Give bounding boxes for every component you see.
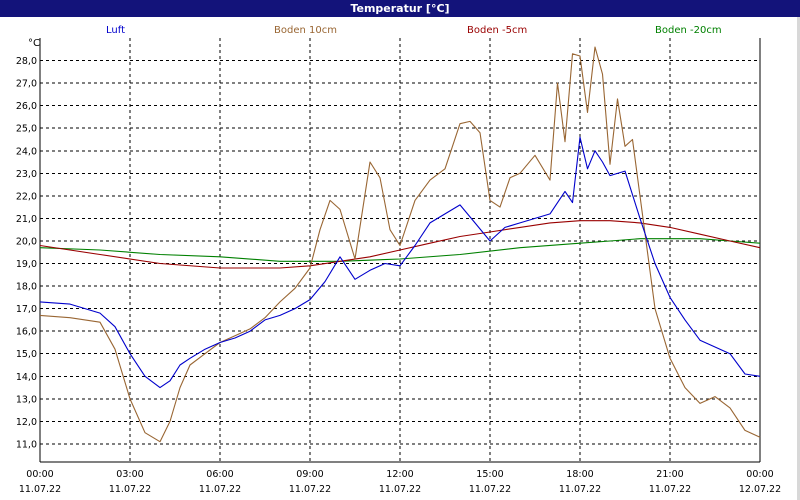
- x-tick-time: 09:00: [296, 469, 323, 480]
- legend-luft-label: Luft: [106, 25, 125, 36]
- x-tick-time: 15:00: [476, 469, 503, 480]
- x-tick-time: 12:00: [386, 469, 413, 480]
- series-boden-minus20cm: [39, 238, 761, 262]
- x-tick-time: 00:00: [746, 469, 773, 480]
- y-tick-label: 19,0: [16, 259, 37, 270]
- x-tick-date: 11.07.22: [109, 484, 151, 495]
- y-unit-label: °C: [28, 38, 40, 49]
- x-tick-date: 11.07.22: [379, 484, 421, 495]
- x-tick-time: 00:00: [26, 469, 53, 480]
- x-tick-date: 11.07.22: [289, 484, 331, 495]
- y-tick-label: 28,0: [16, 56, 37, 67]
- y-tick-label: 13,0: [16, 394, 37, 405]
- window-right-border: [797, 17, 800, 500]
- x-tick-date: 11.07.22: [19, 484, 61, 495]
- x-tick-date: 11.07.22: [559, 484, 601, 495]
- y-tick-label: 23,0: [16, 169, 37, 180]
- x-tick-time: 06:00: [206, 469, 233, 480]
- y-tick-label: 17,0: [16, 304, 37, 315]
- y-tick-label: 18,0: [16, 282, 37, 293]
- y-tick-label: 26,0: [16, 101, 37, 112]
- y-tick-label: 11,0: [16, 439, 37, 450]
- y-tick-label: 14,0: [16, 372, 37, 383]
- y-tick-label: 16,0: [16, 327, 37, 338]
- legend-boden-minus5cm: Boden -5cm: [467, 26, 527, 36]
- y-tick-label: 20,0: [16, 236, 37, 247]
- legend-boden-minus20cm-label: Boden -20cm: [655, 25, 722, 36]
- x-tick-date: 11.07.22: [469, 484, 511, 495]
- x-tick-date: 11.07.22: [199, 484, 241, 495]
- legend-boden-minus5cm-label: Boden -5cm: [467, 25, 528, 36]
- x-tick-time: 21:00: [656, 469, 683, 480]
- x-tick-date: 11.07.22: [649, 484, 691, 495]
- x-tick-date: 12.07.22: [739, 484, 781, 495]
- y-tick-label: 24,0: [16, 146, 37, 157]
- y-tick-label: 12,0: [16, 417, 37, 428]
- series-boden-minus5cm: [39, 220, 761, 269]
- legend-luft: Luft: [106, 26, 125, 36]
- window-title: Temperatur [°C]: [350, 2, 450, 15]
- x-tick-time: 18:00: [566, 469, 593, 480]
- y-tick-label: 25,0: [16, 124, 37, 135]
- x-tick-time: 03:00: [116, 469, 143, 480]
- series-boden-10cm: [39, 46, 761, 443]
- legend-boden-10cm-label: Boden 10cm: [274, 25, 337, 36]
- y-tick-label: 15,0: [16, 349, 37, 360]
- window-title-bar: Temperatur [°C]: [0, 0, 800, 17]
- series-luft: [39, 136, 761, 389]
- y-tick-label: 27,0: [16, 79, 37, 90]
- legend-boden-minus20cm: Boden -20cm: [655, 26, 722, 36]
- legend-boden-10cm: Boden 10cm: [274, 26, 337, 36]
- y-tick-label: 21,0: [16, 214, 37, 225]
- y-tick-label: 22,0: [16, 191, 37, 202]
